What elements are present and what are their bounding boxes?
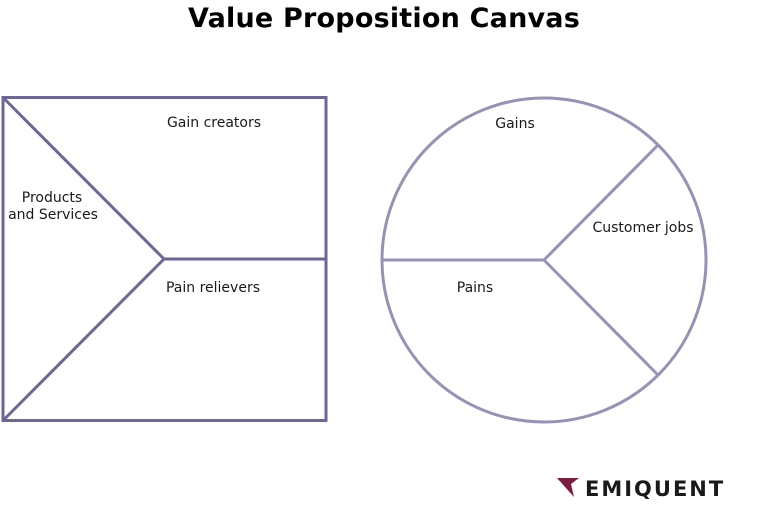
value-map: Gain creators Products and Services Pain… — [1, 96, 328, 422]
page-title: Value Proposition Canvas — [188, 3, 580, 34]
customer-jobs-label: Customer jobs — [592, 220, 693, 236]
gains-label: Gains — [495, 116, 534, 132]
value-map-upper-diagonal — [1, 96, 166, 261]
brand-name: EMIQUENT — [585, 477, 725, 501]
customer-profile-lower-divider — [542, 258, 660, 377]
brand-logo: EMIQUENT — [557, 477, 725, 501]
pains-label: Pains — [457, 280, 493, 296]
arrowhead-icon — [557, 478, 579, 497]
customer-profile-upper-divider — [542, 143, 660, 262]
gain-creators-label: Gain creators — [167, 115, 261, 131]
products-services-label-line1: Products — [22, 190, 82, 206]
pain-relievers-label: Pain relievers — [166, 280, 260, 296]
customer-profile: Gains Customer jobs Pains — [380, 96, 708, 424]
value-map-lower-diagonal — [1, 257, 166, 422]
products-services-label-line2: and Services — [8, 207, 98, 223]
